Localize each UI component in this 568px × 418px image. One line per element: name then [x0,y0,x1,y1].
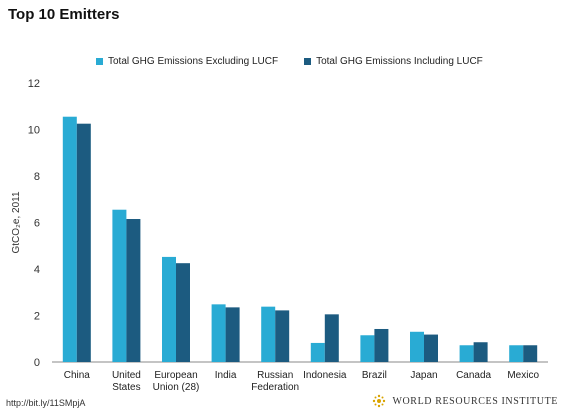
bar-excluding-7 [410,331,424,362]
bar-including-5 [324,314,339,362]
bar-including-2 [176,263,190,362]
y-tick-label: 12 [28,78,40,90]
bar-excluding-1 [112,209,127,362]
y-tick-label: 10 [28,125,40,137]
legend-label-excluding: Total GHG Emissions Excluding LUCF [108,56,279,67]
bar-excluding-3 [211,304,226,362]
bar-excluding-2 [162,256,176,362]
bar-excluding-9 [509,345,524,362]
y-tick-label: 0 [34,357,40,369]
bar-excluding-4 [261,306,276,362]
x-tick-label: European Union (28) [153,370,200,393]
y-tick-label: 4 [34,264,40,276]
chart-title: Top 10 Emitters [8,6,120,23]
bar-including-3 [225,307,240,362]
y-tick-label: 8 [34,171,40,183]
x-tick-label: Japan [410,370,437,381]
bar-including-9 [523,345,538,362]
bar-including-7 [424,334,438,362]
bar-including-0 [76,123,91,362]
x-tick-label: Indonesia [303,370,347,381]
bar-including-6 [374,328,389,362]
wri-logo-icon [373,394,386,408]
bar-excluding-0 [62,116,77,363]
wri-branding: WORLD RESOURCES INSTITUTE [372,394,558,408]
y-axis-label: GtCO₂e, 2011 [11,191,22,253]
x-tick-label: Canada [456,370,491,381]
x-tick-label: India [215,370,237,381]
wri-name: WORLD RESOURCES INSTITUTE [392,395,558,407]
x-tick-label: Brazil [362,370,387,381]
x-tick-label: China [64,370,91,381]
x-tick-label: Russian Federation [251,370,299,393]
legend-swatch-excluding [96,58,103,65]
legend-item-excluding: Total GHG Emissions Excluding LUCF [96,56,278,67]
source-link[interactable]: http://bit.ly/11SMpjA [6,398,86,408]
bar-including-8 [473,342,488,362]
bar-excluding-8 [459,345,474,362]
bar-including-1 [126,219,141,362]
legend: Total GHG Emissions Excluding LUCF Total… [96,56,483,67]
x-tick-label: United States [112,370,141,393]
legend-swatch-including [304,58,312,65]
y-tick-label: 6 [34,218,40,230]
y-tick-label: 2 [34,311,40,323]
bar-excluding-6 [360,335,375,362]
bar-including-4 [275,310,290,362]
legend-label-including: Total GHG Emissions Including LUCF [316,56,483,67]
x-tick-label: Mexico [507,370,539,381]
bar-excluding-5 [310,342,325,362]
legend-item-including: Total GHG Emissions Including LUCF [304,56,483,67]
